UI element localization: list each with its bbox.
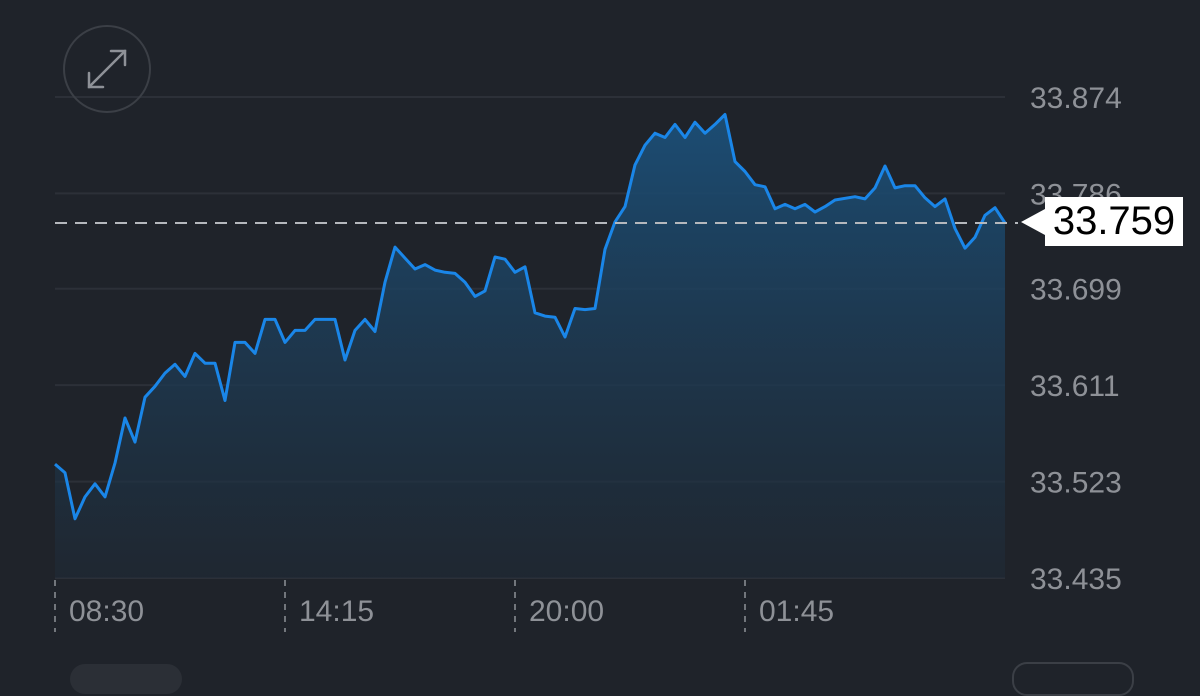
- y-tick-label: 33.523: [1030, 467, 1122, 500]
- expand-button[interactable]: [63, 25, 151, 113]
- x-tick-label: 01:45: [759, 595, 834, 628]
- x-tick-label: 08:30: [69, 595, 144, 628]
- price-chart[interactable]: 08:30 14:15 20:00 01:45 33.435 33.523 33.611 3…: [0, 0, 1200, 670]
- y-tick-label: 33.435: [1030, 563, 1122, 596]
- x-axis: 08:30 14:15 20:00 01:45: [55, 580, 834, 632]
- price-tag-arrow: [1021, 209, 1045, 235]
- y-tick-label: 33.874: [1030, 82, 1122, 115]
- x-tick-label: 20:00: [529, 595, 604, 628]
- price-area-fill: [55, 115, 1005, 579]
- x-tick-label: 14:15: [299, 595, 374, 628]
- bottom-right-button[interactable]: [1012, 662, 1134, 696]
- bottom-left-button[interactable]: [70, 664, 182, 694]
- y-tick-label: 33.611: [1030, 370, 1120, 403]
- expand-arrows-icon: [65, 27, 149, 111]
- y-tick-label: 33.699: [1030, 274, 1122, 307]
- current-price-tag: 33.759: [1045, 197, 1183, 246]
